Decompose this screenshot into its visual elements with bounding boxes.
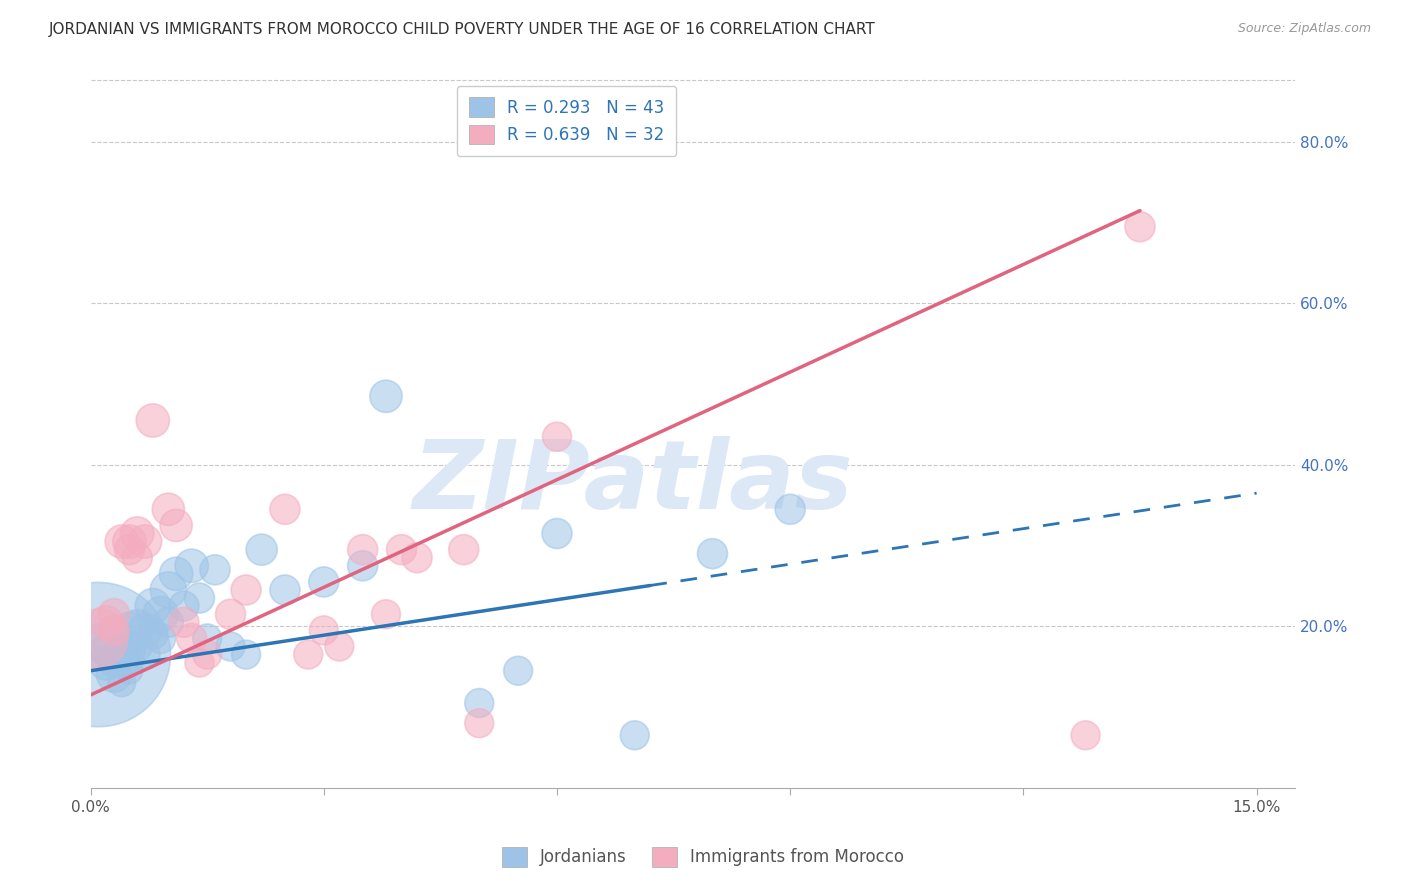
- Point: [274, 502, 297, 516]
- Point: [96, 643, 118, 657]
- Point: [453, 542, 475, 557]
- Legend: R = 0.293   N = 43, R = 0.639   N = 32: R = 0.293 N = 43, R = 0.639 N = 32: [457, 86, 676, 156]
- Point: [111, 675, 134, 690]
- Text: JORDANIAN VS IMMIGRANTS FROM MOROCCO CHILD POVERTY UNDER THE AGE OF 16 CORRELATI: JORDANIAN VS IMMIGRANTS FROM MOROCCO CHI…: [49, 22, 876, 37]
- Point: [328, 640, 350, 654]
- Point: [149, 632, 172, 646]
- Point: [779, 502, 801, 516]
- Point: [165, 518, 187, 533]
- Point: [142, 599, 165, 614]
- Point: [235, 582, 257, 597]
- Point: [173, 599, 195, 614]
- Point: [180, 632, 202, 646]
- Point: [118, 534, 141, 549]
- Point: [127, 526, 149, 541]
- Point: [188, 656, 211, 670]
- Point: [180, 558, 202, 573]
- Point: [111, 643, 134, 657]
- Point: [103, 624, 125, 638]
- Point: [1129, 219, 1152, 234]
- Point: [195, 632, 218, 646]
- Point: [96, 656, 118, 670]
- Point: [142, 627, 165, 641]
- Point: [149, 607, 172, 622]
- Point: [127, 640, 149, 654]
- Point: [312, 624, 335, 638]
- Point: [546, 526, 568, 541]
- Point: [111, 534, 134, 549]
- Point: [250, 542, 273, 557]
- Point: [103, 656, 125, 670]
- Point: [219, 640, 242, 654]
- Point: [1074, 728, 1097, 742]
- Point: [103, 651, 125, 665]
- Point: [391, 542, 413, 557]
- Point: [142, 413, 165, 427]
- Point: [134, 534, 156, 549]
- Point: [375, 607, 398, 622]
- Point: [352, 542, 374, 557]
- Point: [127, 619, 149, 633]
- Point: [118, 664, 141, 678]
- Point: [87, 635, 110, 649]
- Point: [312, 574, 335, 589]
- Point: [157, 582, 180, 597]
- Point: [118, 651, 141, 665]
- Point: [118, 624, 141, 638]
- Point: [173, 615, 195, 630]
- Point: [157, 615, 180, 630]
- Point: [508, 664, 530, 678]
- Point: [406, 550, 429, 565]
- Point: [219, 607, 242, 622]
- Point: [103, 607, 125, 622]
- Point: [297, 648, 319, 662]
- Point: [111, 656, 134, 670]
- Text: Source: ZipAtlas.com: Source: ZipAtlas.com: [1237, 22, 1371, 36]
- Point: [546, 429, 568, 443]
- Point: [118, 643, 141, 657]
- Point: [468, 716, 491, 731]
- Point: [127, 550, 149, 565]
- Point: [375, 389, 398, 403]
- Point: [134, 624, 156, 638]
- Point: [188, 591, 211, 605]
- Point: [702, 547, 724, 561]
- Point: [165, 566, 187, 581]
- Point: [134, 648, 156, 662]
- Point: [118, 542, 141, 557]
- Point: [235, 648, 257, 662]
- Point: [103, 667, 125, 681]
- Point: [468, 696, 491, 710]
- Point: [195, 648, 218, 662]
- Point: [204, 563, 226, 577]
- Text: ZIPatlas: ZIPatlas: [412, 436, 853, 529]
- Point: [274, 582, 297, 597]
- Point: [87, 632, 110, 646]
- Point: [623, 728, 645, 742]
- Point: [87, 648, 110, 662]
- Point: [352, 558, 374, 573]
- Point: [96, 615, 118, 630]
- Point: [157, 502, 180, 516]
- Legend: Jordanians, Immigrants from Morocco: Jordanians, Immigrants from Morocco: [492, 838, 914, 877]
